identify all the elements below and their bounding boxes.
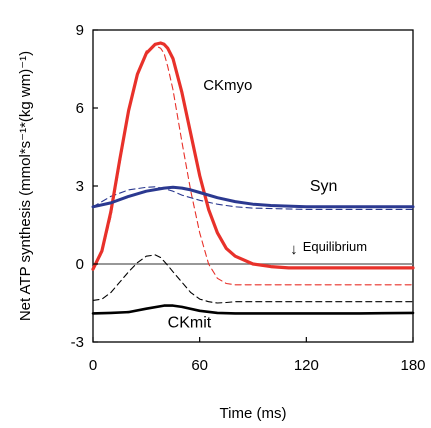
down-arrow-icon: ↓: [290, 241, 298, 258]
annotation-layer: CKmyo Syn Equilibrium ↓ CKmit: [168, 77, 367, 332]
series-line-5: [92, 254, 414, 304]
annotation-label: CKmit: [168, 315, 212, 332]
y-tick-label: 3: [76, 178, 84, 195]
x-tick-label: 120: [294, 357, 319, 374]
plot-border: [92, 29, 414, 343]
y-tick-label: 0: [76, 256, 84, 273]
x-tick-label: 180: [400, 357, 425, 374]
series-line-4: [91, 304, 415, 315]
y-tick-label: 9: [76, 22, 84, 39]
y-tick-label: 6: [76, 100, 84, 117]
ticks-layer: 0 60 120 180 -3 0 3 6 9: [71, 22, 426, 374]
x-tick-label: 0: [89, 357, 97, 374]
series-line-3: [92, 186, 414, 210]
plot-frame: [92, 29, 414, 343]
y-axis-title: Net ATP synthesis (mmol*s⁻¹*(kg wm)⁻¹): [17, 51, 34, 321]
x-axis-title: Time (ms): [220, 405, 287, 422]
annotation-label: Syn: [310, 178, 338, 195]
annotation-label: Equilibrium: [303, 239, 367, 254]
series-line-2: [91, 185, 415, 209]
x-tick-label: 60: [191, 357, 208, 374]
y-tick-label: -3: [71, 334, 84, 351]
annotation-label: CKmyo: [203, 77, 252, 94]
series-layer: [91, 41, 415, 315]
series-line-0: [91, 41, 415, 271]
